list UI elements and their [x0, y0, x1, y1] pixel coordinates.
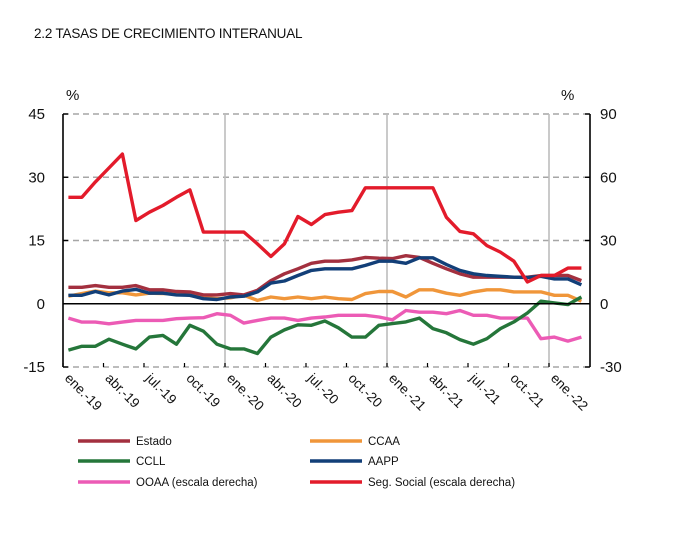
- left-axis-unit: %: [66, 87, 79, 104]
- gridlines: [63, 113, 590, 368]
- right-axis-unit: %: [561, 87, 574, 104]
- x-tick-label: abr.-20: [264, 371, 304, 411]
- x-tick-label: ene.-22: [548, 371, 591, 414]
- legend: Estado CCAA CCLL AAPP OOAA (escala derecha) S…: [78, 436, 515, 489]
- series-lines: [67, 152, 583, 356]
- legend-label: CCAA: [368, 436, 400, 448]
- x-tick-label: ene.-20: [224, 371, 267, 414]
- x-tick-label: jul.-20: [304, 370, 341, 407]
- series-line-ooaa: [67, 308, 582, 343]
- legend-label: CCLL: [136, 456, 166, 468]
- legend-label: Estado: [136, 436, 172, 448]
- series-line-aapp: [68, 256, 583, 302]
- x-tick-label: oct.-20: [345, 371, 385, 411]
- x-tick-label: jul.-19: [142, 370, 179, 407]
- x-tick-label: abr.-21: [426, 371, 466, 411]
- chart-title: 2.2 TASAS DE CRECIMIENTO INTERANUAL: [34, 26, 303, 41]
- legend-label: AAPP: [368, 456, 399, 468]
- right-tick-label: 30: [600, 233, 617, 250]
- x-tick-label: abr.-19: [102, 371, 142, 411]
- right-tick-label: -30: [600, 359, 622, 376]
- x-tick-label: oct.-21: [507, 371, 547, 411]
- x-tick-label: ene.-21: [386, 371, 429, 414]
- right-tick-label: 0: [600, 296, 608, 313]
- left-tick-label: 45: [28, 106, 45, 123]
- legend-label: Seg. Social (escala derecha): [368, 477, 515, 489]
- series-line-seg: [68, 152, 582, 284]
- x-tick-label: ene.-19: [62, 371, 105, 414]
- left-tick-label: 0: [37, 296, 45, 313]
- x-tick-label: oct.-19: [183, 371, 223, 411]
- right-tick-label: 60: [600, 169, 617, 186]
- x-tick-label: jul.-21: [466, 370, 503, 407]
- right-tick-label: 90: [600, 106, 617, 123]
- left-tick-label: -15: [23, 359, 45, 376]
- legend-label: OOAA (escala derecha): [136, 477, 258, 489]
- left-tick-label: 30: [28, 169, 45, 186]
- left-tick-label: 15: [28, 233, 45, 250]
- series-line-ccll: [67, 295, 583, 356]
